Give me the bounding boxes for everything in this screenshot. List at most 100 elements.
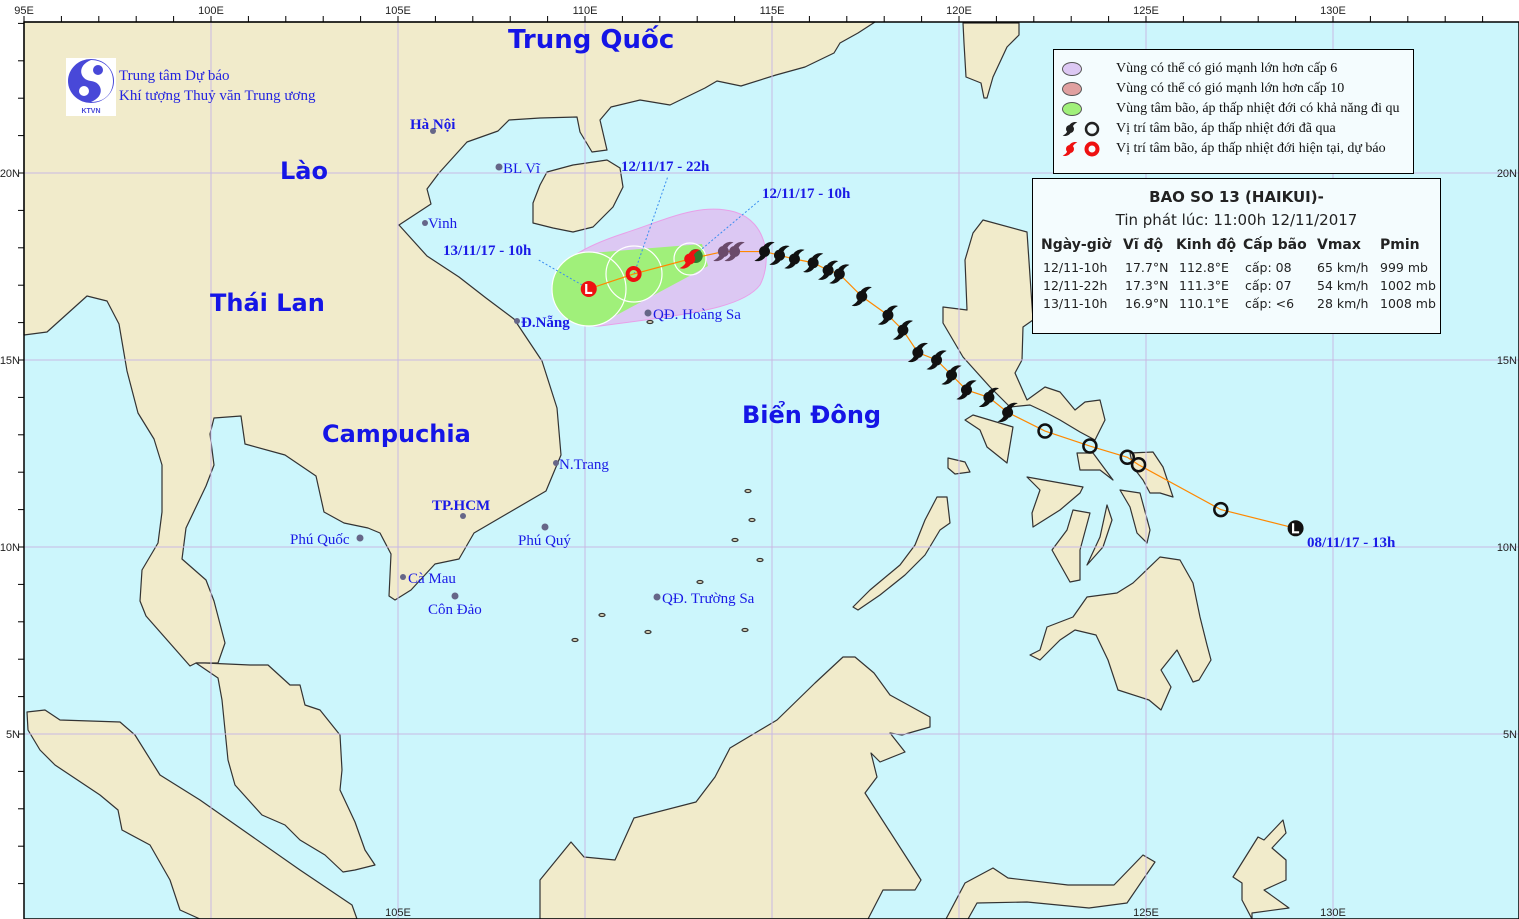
- past-storm-icon: [1062, 121, 1078, 137]
- forecast-cone: [551, 208, 767, 327]
- legend-label: Vị trí tâm bão, áp thấp nhiệt đới hiện t…: [1116, 141, 1386, 156]
- info-cell: 17.3°N: [1125, 278, 1169, 293]
- legend-item-past: Vị trí tâm bão, áp thấp nhiệt đới đã qua: [1062, 119, 1336, 139]
- lon-label: 125E: [1133, 5, 1159, 17]
- past-depression-marker: [1130, 456, 1147, 473]
- place-label-vinh: Vinh: [428, 216, 458, 232]
- place-label-danang: Đ.Nẵng: [521, 315, 570, 331]
- current-storm-icon: [1062, 141, 1078, 157]
- forecast-low-marker: [580, 280, 597, 297]
- place-dots: [356, 128, 661, 601]
- land-mindoro: [964, 414, 1014, 464]
- info-cell: 16.9°N: [1125, 296, 1169, 311]
- lon-label: 100E: [198, 5, 224, 17]
- land-taiwan: [962, 22, 1020, 99]
- past-depression-marker: [1213, 501, 1229, 518]
- land-mainland: [23, 21, 876, 667]
- small-island: [741, 627, 749, 633]
- time-label-forecast-24h: 13/11/17 - 10h: [443, 243, 532, 259]
- small-island: [748, 517, 756, 523]
- country-label-laos: Lào: [280, 157, 328, 185]
- legend-label: Vị trí tâm bão, áp thấp nhiệt đới đã qua: [1116, 121, 1336, 136]
- lon-label-bottom: 130E: [1320, 907, 1346, 919]
- axes: 95E 100E 105E 110E 115E 120E 125E 130E 20N 20N 15N…: [0, 5, 1517, 919]
- info-cell: 17.7°N: [1125, 260, 1169, 275]
- small-island: [696, 579, 704, 585]
- land-mindanao: [1029, 556, 1212, 711]
- place-label-camau: Cà Mau: [408, 571, 456, 587]
- land-malay: [195, 662, 376, 873]
- land-palawan: [852, 496, 951, 611]
- land-panay: [1026, 476, 1084, 528]
- country-label-china: Trung Quốc: [508, 24, 674, 55]
- org-line-1: Trung tâm Dự báo: [119, 68, 230, 84]
- label-leader-lines: [536, 175, 761, 290]
- legend-label: Vùng có thể có gió mạnh lớn hơn cấp 6: [1116, 61, 1338, 76]
- ktvn-logo: KTVN: [66, 58, 116, 116]
- low-pressure-icon: [585, 283, 593, 295]
- country-label-thailand: Thái Lan: [210, 289, 325, 317]
- legend-item-center-area: Vùng tâm bão, áp thấp nhiệt đới có khả n…: [1062, 99, 1399, 119]
- place-label-phuquoc: Phú Quốc: [290, 532, 350, 548]
- lat-label: 10N: [0, 542, 20, 554]
- legend: Vùng có thể có gió mạnh lớn hơn cấp 6 Vù…: [1053, 49, 1414, 174]
- header-datetime: Ngày-giờ: [1041, 237, 1112, 253]
- start-low-marker: [1287, 520, 1304, 537]
- place-label-blvi: BL Vĩ: [503, 161, 541, 177]
- place-label-nhatrang: N.Trang: [559, 457, 609, 473]
- past-depression-marker: [1119, 449, 1136, 465]
- forecast-position-icon: [1084, 141, 1100, 157]
- low-pressure-icon: [1292, 523, 1300, 534]
- wind-level-10-area-icon: [1062, 82, 1082, 96]
- place-label-hoangsa: QĐ. Hoàng Sa: [653, 307, 741, 323]
- storm-center-area-icon: [1062, 102, 1082, 116]
- land-luzon: [942, 219, 1106, 441]
- lon-label-bottom: 125E: [1133, 907, 1159, 919]
- info-cell: cấp: 07: [1245, 278, 1292, 293]
- small-island: [744, 488, 752, 494]
- time-label-current: 12/11/17 - 10h: [762, 186, 851, 202]
- lon-label: 120E: [946, 5, 972, 17]
- info-cell: 110.1°E: [1179, 296, 1229, 311]
- small-island: [731, 537, 739, 543]
- land-masses: [23, 21, 1290, 919]
- lon-label: 105E: [385, 5, 411, 17]
- past-depression-icon: [1084, 121, 1100, 137]
- legend-label: Vùng có thể có gió mạnh lớn hơn cấp 10: [1116, 81, 1345, 96]
- lon-label: 130E: [1320, 5, 1346, 17]
- land-leyte: [1119, 489, 1151, 544]
- lat-label: 15N: [0, 355, 20, 367]
- storm-info-box: BAO SO 13 (HAIKUI)- Tin phát lúc: 11:00h…: [1032, 178, 1441, 334]
- land-negros: [1051, 509, 1091, 583]
- time-label-start: 08/11/17 - 13h: [1307, 535, 1396, 551]
- info-cell: 65 km/h: [1317, 260, 1369, 275]
- info-cell: cấp: <6: [1245, 296, 1295, 311]
- small-island: [598, 612, 606, 618]
- lon-label: 115E: [760, 5, 785, 17]
- header-vmax: Vmax: [1317, 237, 1361, 253]
- info-cell: 12/11-10h: [1043, 260, 1108, 275]
- info-cell: 54 km/h: [1317, 278, 1369, 293]
- info-cell: 13/11-10h: [1043, 296, 1108, 311]
- small-island: [646, 319, 654, 325]
- legend-item-wind-6: Vùng có thể có gió mạnh lớn hơn cấp 6: [1062, 59, 1337, 79]
- header-lon: Kinh độ: [1176, 237, 1237, 253]
- small-island: [644, 629, 652, 635]
- lon-label: 110E: [573, 5, 598, 17]
- organization-name: Trung tâm Dự báo Khí tượng Thuỷ văn Trun…: [119, 66, 315, 106]
- land-borneo: [539, 656, 931, 919]
- past-depression-marker: [1082, 438, 1098, 454]
- lat-label-right: 10N: [1497, 542, 1517, 554]
- lat-label-right: 20N: [1497, 168, 1517, 180]
- org-line-2: Khí tượng Thuỷ văn Trung ương: [119, 88, 316, 104]
- info-cell: 1002 mb: [1380, 278, 1436, 293]
- country-label-cambodia: Campuchia: [322, 420, 471, 448]
- legend-item-wind-10: Vùng có thể có gió mạnh lớn hơn cấp 10: [1062, 79, 1344, 99]
- header-lat: Vĩ độ: [1123, 237, 1164, 253]
- land-sumatra: [26, 709, 358, 919]
- info-cell: 112.8°E: [1179, 260, 1229, 275]
- lon-label: 95E: [14, 5, 34, 17]
- info-cell: 1008 mb: [1380, 296, 1436, 311]
- issue-time: Tin phát lúc: 11:00h 12/11/2017: [1115, 211, 1358, 229]
- land-cebu: [1086, 504, 1113, 566]
